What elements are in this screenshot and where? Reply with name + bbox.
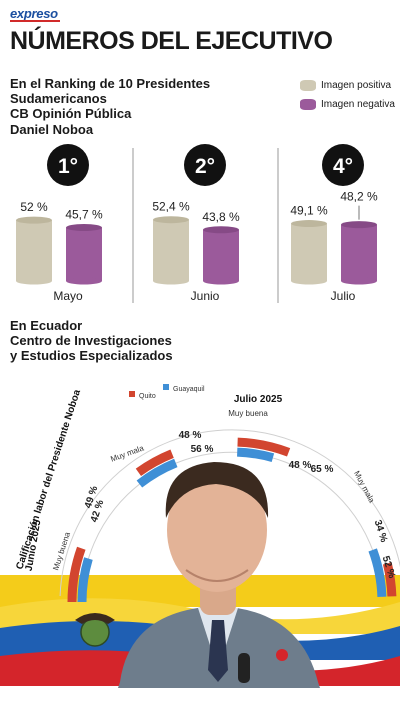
category-label: Muy mala	[352, 469, 376, 504]
category-label: Julio	[331, 289, 356, 303]
data-label: 49,1 %	[290, 204, 328, 218]
ranking-title-line2: CB Opinión Pública	[10, 106, 132, 121]
legend-positive: Imagen positiva	[300, 80, 391, 91]
arc-bar	[236, 447, 275, 463]
portrait-hair	[165, 462, 269, 518]
ranking-title: En el Ranking de 10 Presidentes Sudameri…	[10, 76, 300, 121]
arc-bar	[237, 437, 291, 457]
bar-cap	[16, 216, 52, 224]
period-label: Julio 2025	[234, 394, 283, 405]
chart-title: Calificación labor del Presidente Noboa	[14, 388, 83, 571]
legend-guayaquil-label: Guayaquil	[173, 386, 205, 393]
bar-cap	[291, 220, 327, 228]
rank-label: 1°	[58, 155, 78, 178]
data-label: 43,8 %	[202, 210, 240, 224]
rank-label: 4°	[333, 155, 353, 178]
data-label: 34 %	[372, 519, 390, 544]
legend-positive-swatch	[300, 80, 316, 91]
ecuador-title: En Ecuador Centro de Investigaciones y E…	[10, 318, 230, 363]
guide-ring	[81, 451, 383, 597]
category-label: Junio	[191, 289, 220, 303]
arc-bar	[135, 449, 174, 477]
portrait-smile	[185, 569, 249, 582]
bar-cap	[66, 224, 102, 232]
category-label: Muy buena	[228, 409, 268, 418]
legend-negative: Imagen negativa	[300, 99, 395, 110]
legend-negative-swatch	[300, 99, 316, 110]
bar-base	[203, 277, 239, 285]
bar-cap	[341, 221, 377, 229]
ecuador-title-line1: En Ecuador	[10, 318, 83, 333]
bar-base	[66, 277, 102, 285]
bar-cap	[203, 226, 239, 234]
rank-label: 2°	[195, 155, 215, 178]
bar-base	[341, 277, 377, 285]
bar-cap	[153, 216, 189, 224]
approval-arc-chart: 49 %42 %48 %56 %65 %48 %34 %52 %Muy buen…	[0, 384, 400, 726]
data-label: 48 %	[179, 430, 202, 441]
lapel-pin-icon	[276, 649, 288, 661]
portrait-tie	[208, 620, 228, 682]
category-label: Muy mala	[109, 443, 145, 464]
legend-guayaquil-swatch	[163, 384, 169, 390]
arc-bar	[67, 546, 86, 603]
arc-bar	[77, 557, 93, 603]
microphone-icon	[238, 653, 250, 683]
bar-base	[153, 277, 189, 285]
legend-negative-label: Imagen negativa	[321, 99, 395, 110]
rank-badge	[322, 144, 364, 186]
data-label: 48 %	[289, 460, 312, 471]
data-label: 45,7 %	[65, 208, 103, 222]
bar-base	[291, 277, 327, 285]
bar	[66, 227, 102, 281]
data-label: 48,2 %	[340, 190, 378, 204]
rank-badge	[184, 144, 226, 186]
legend-quito-label: Quito	[139, 393, 156, 400]
bar	[153, 219, 189, 281]
bottom-white-area	[0, 686, 400, 726]
data-label: 65 %	[311, 464, 334, 475]
bar	[291, 223, 327, 281]
bar-base	[16, 277, 52, 285]
legend-quito-swatch	[129, 391, 135, 397]
data-label: 52,4 %	[152, 200, 190, 214]
category-label: Muy buena	[51, 530, 72, 571]
portrait-face	[167, 468, 267, 592]
ranking-title-line1: En el Ranking de 10 Presidentes Sudameri…	[10, 76, 211, 106]
brand-logo: expreso	[10, 6, 58, 21]
page-title: NÚMEROS DEL EJECUTIVO	[10, 27, 333, 55]
ecuador-title-line3: y Estudios Especializados	[10, 348, 173, 363]
brand-underline	[10, 20, 60, 22]
data-label: 52 %	[20, 200, 48, 214]
bar	[203, 229, 239, 281]
person-name: Daniel Noboa	[10, 122, 94, 137]
data-label: 56 %	[191, 444, 214, 455]
arc-bar	[382, 562, 397, 597]
ecuador-title-line2: Centro de Investigaciones	[10, 333, 172, 348]
condor-icon	[75, 613, 115, 624]
arc-bar	[368, 548, 387, 598]
rank-badge	[47, 144, 89, 186]
guide-ring	[59, 429, 400, 597]
legend-positive-label: Imagen positiva	[321, 80, 392, 91]
category-label: Mayo	[53, 289, 83, 303]
bar	[16, 220, 52, 281]
bar	[341, 224, 377, 281]
ranking-chart: 1° 52 % 45,7 % Mayo 2° 52,4 % 43,8 % Junio 4° 49,…	[16, 144, 378, 303]
arc-bar	[136, 458, 178, 488]
